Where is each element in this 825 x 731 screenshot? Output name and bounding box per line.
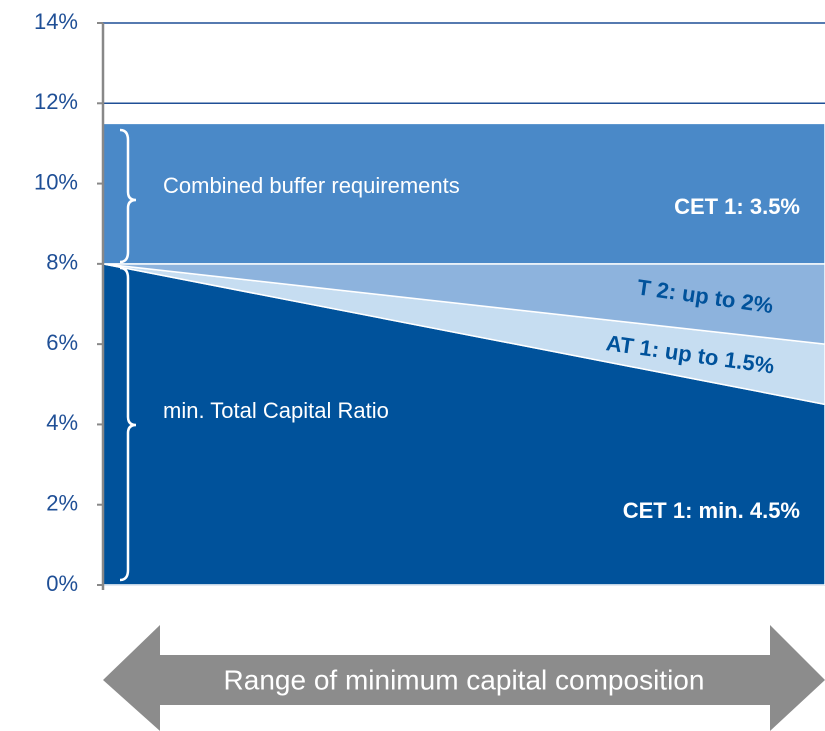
- y-tick-label: 6%: [46, 330, 78, 355]
- range-arrow: [103, 625, 825, 731]
- brace: [119, 266, 137, 582]
- brace: [119, 128, 137, 264]
- annotation: Combined buffer requirements: [163, 173, 460, 198]
- series-label: CET 1: 3.5%: [674, 194, 800, 219]
- y-tick-label: 2%: [46, 491, 78, 516]
- y-tick-label: 0%: [46, 571, 78, 596]
- y-tick-label: 10%: [34, 169, 78, 194]
- series-label: CET 1: min. 4.5%: [623, 498, 800, 523]
- y-tick-label: 12%: [34, 89, 78, 114]
- y-tick-label: 8%: [46, 250, 78, 275]
- arrow-label: Range of minimum capital composition: [224, 664, 705, 695]
- y-tick-label: 4%: [46, 410, 78, 435]
- plot-area: 0%2%4%6%8%10%12%14%CET 1: min. 4.5%AT 1:…: [34, 9, 825, 596]
- annotation-text: min. Total Capital Ratio: [163, 398, 389, 423]
- annotation: min. Total Capital Ratio: [163, 398, 389, 423]
- annotation-text: Combined buffer requirements: [163, 173, 460, 198]
- y-tick-label: 14%: [34, 9, 78, 34]
- overlay: Combined buffer requirements min. Total …: [103, 128, 825, 731]
